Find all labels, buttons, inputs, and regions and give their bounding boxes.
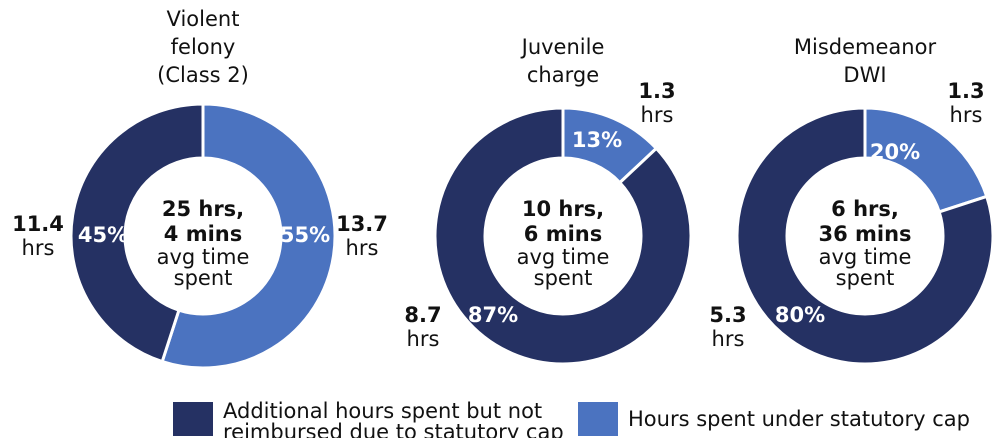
hours-unit: hrs: [950, 103, 983, 127]
center-note: spent: [174, 266, 233, 290]
donut-segment: [735, 106, 992, 366]
center-note: avg time: [157, 245, 250, 269]
chart-title: Violent: [167, 7, 240, 31]
chart-title: DWI: [843, 63, 886, 87]
legend-swatch: [173, 402, 213, 436]
chart-title: felony: [171, 35, 236, 59]
percent-label: 80%: [775, 303, 825, 327]
percent-label: 55%: [280, 223, 330, 247]
center-value: 25 hrs,: [162, 197, 244, 221]
percent-label: 87%: [468, 303, 518, 327]
center-note: avg time: [517, 245, 610, 269]
donut-segment: [69, 102, 205, 364]
legend-swatch: [578, 402, 618, 436]
legend-label: reimbursed due to statutory cap: [223, 420, 564, 438]
percent-label: 45%: [78, 223, 128, 247]
donut-segment: [433, 106, 693, 366]
center-value: 36 mins: [818, 222, 911, 246]
hours-value: 11.4: [12, 212, 64, 236]
hours-unit: hrs: [346, 236, 379, 260]
donut-segment: [160, 102, 337, 370]
chart-title: Misdemeanor: [794, 35, 937, 59]
center-note: spent: [836, 266, 895, 290]
hours-value: 1.3: [947, 79, 984, 103]
hours-value: 1.3: [638, 79, 675, 103]
center-value: 6 mins: [524, 222, 602, 246]
hours-unit: hrs: [712, 327, 745, 351]
hours-value: 5.3: [709, 303, 746, 327]
legend-label: Hours spent under statutory cap: [628, 407, 970, 431]
chart-title: Juvenile: [520, 35, 605, 59]
chart-title: charge: [527, 63, 599, 87]
percent-label: 13%: [572, 128, 622, 152]
center-value: 10 hrs,: [522, 197, 604, 221]
hours-value: 13.7: [336, 212, 388, 236]
center-value: 6 hrs,: [831, 197, 899, 221]
hours-unit: hrs: [407, 327, 440, 351]
center-value: 4 mins: [164, 222, 242, 246]
legend-label: Additional hours spent but not: [223, 399, 542, 423]
percent-label: 20%: [870, 140, 920, 164]
hours-unit: hrs: [22, 236, 55, 260]
center-note: spent: [534, 266, 593, 290]
hours-value: 8.7: [404, 303, 441, 327]
chart-title: (Class 2): [157, 63, 249, 87]
center-note: avg time: [819, 245, 912, 269]
hours-unit: hrs: [641, 103, 674, 127]
